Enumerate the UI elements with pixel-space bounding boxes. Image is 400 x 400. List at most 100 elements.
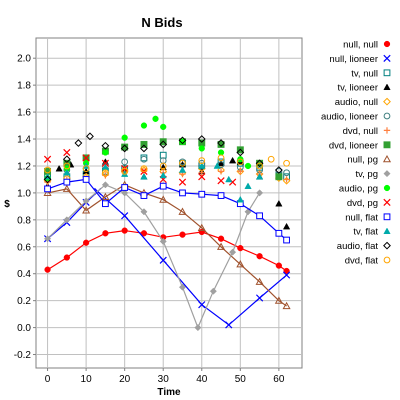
data-point xyxy=(179,138,186,145)
x-tick-label: 0 xyxy=(45,374,51,385)
data-point xyxy=(283,176,290,183)
data-point xyxy=(217,235,225,242)
legend-label: dvd, null xyxy=(343,126,378,137)
legend-label: tv, pg xyxy=(355,169,378,180)
series-9 xyxy=(44,181,264,332)
data-point xyxy=(159,182,167,190)
data-point xyxy=(198,169,205,176)
legend-label: dvd, lioneer xyxy=(329,140,378,151)
series-10 xyxy=(44,115,252,182)
legend-marker xyxy=(383,40,391,48)
data-point xyxy=(44,185,51,193)
axis-ticks: 0 10 20 30 40 50 60 -0.2 0.0 0.2 0.4 0.6 0.8 1.0 1.2 1.… xyxy=(14,54,285,385)
data-point xyxy=(216,242,226,250)
data-point xyxy=(159,140,168,149)
legend: null, null null, lioneer tv, null tv, lione… xyxy=(321,40,392,267)
y-tick-label: 1.2 xyxy=(17,161,31,172)
data-point xyxy=(101,159,110,167)
data-point xyxy=(102,169,109,177)
legend-marker xyxy=(383,184,391,192)
data-point xyxy=(275,229,283,237)
data-point xyxy=(275,199,283,207)
legend-marker xyxy=(383,213,391,221)
series-line xyxy=(47,184,287,307)
series-13 xyxy=(43,162,264,203)
legend-item: audio, lioneer xyxy=(321,112,391,123)
data-point xyxy=(275,262,282,269)
legend-item: tv, null xyxy=(351,68,391,79)
legend-marker xyxy=(383,112,391,120)
data-point xyxy=(121,158,129,166)
y-axis-label: $ xyxy=(4,199,10,210)
data-point xyxy=(86,132,94,141)
data-point xyxy=(198,173,206,181)
data-point xyxy=(159,256,167,264)
data-point xyxy=(282,222,291,230)
legend-marker xyxy=(383,69,391,77)
data-point xyxy=(267,155,275,163)
y-tick-label: 0.2 xyxy=(17,296,31,307)
legend-marker xyxy=(383,97,391,106)
data-point xyxy=(225,321,233,329)
data-point xyxy=(82,239,90,246)
legend-item: tv, lioneer xyxy=(338,83,391,94)
legend-marker xyxy=(383,170,391,178)
legend-item: null, flat xyxy=(345,212,391,223)
series-15 xyxy=(44,154,290,177)
data-point xyxy=(274,296,283,304)
data-point xyxy=(179,189,186,197)
legend-label: tv, lioneer xyxy=(338,83,378,94)
data-point xyxy=(140,122,148,129)
data-point xyxy=(140,192,148,199)
x-tick-label: 30 xyxy=(158,374,170,385)
data-point xyxy=(275,173,283,181)
legend-label: audio, flat xyxy=(337,241,379,252)
data-point xyxy=(101,141,110,150)
data-point xyxy=(217,154,225,162)
legend-label: dvd, pg xyxy=(347,198,378,209)
chart-title: N Bids xyxy=(141,15,182,30)
data-point xyxy=(178,207,187,215)
data-point xyxy=(140,140,148,148)
data-point xyxy=(140,144,148,153)
legend-label: dvd, flat xyxy=(345,256,379,267)
data-point xyxy=(102,200,109,208)
x-tick-label: 60 xyxy=(273,374,285,385)
data-point xyxy=(159,195,168,203)
legend-label: audio, null xyxy=(335,97,378,108)
legend-marker xyxy=(383,127,391,134)
data-point xyxy=(159,237,167,245)
data-point xyxy=(121,167,129,175)
data-point xyxy=(160,123,167,131)
data-point xyxy=(82,197,90,205)
data-point xyxy=(44,166,51,174)
data-point xyxy=(152,115,159,122)
y-tick-label: 1.0 xyxy=(17,188,31,199)
data-point xyxy=(228,156,237,164)
data-point xyxy=(236,195,244,203)
data-point xyxy=(63,148,71,157)
data-point xyxy=(178,283,187,291)
legend-label: tv, null xyxy=(351,68,378,79)
legend-label: null, pg xyxy=(347,155,378,166)
data-point xyxy=(178,178,187,186)
data-point xyxy=(44,266,51,273)
legend-label: tv, flat xyxy=(353,227,378,238)
data-point xyxy=(197,223,206,231)
data-point xyxy=(121,212,129,220)
data-point xyxy=(283,267,290,275)
data-point xyxy=(74,139,83,147)
data-point xyxy=(236,148,245,157)
data-point xyxy=(198,301,206,309)
y-tick-label: 0.8 xyxy=(17,215,31,226)
data-point xyxy=(140,155,148,163)
data-point xyxy=(121,189,129,197)
data-point xyxy=(198,157,206,164)
data-point xyxy=(102,149,109,156)
data-point xyxy=(217,192,225,199)
legend-marker xyxy=(383,256,391,264)
legend-item: null, lioneer xyxy=(329,54,391,65)
data-point xyxy=(237,168,244,175)
data-point xyxy=(63,162,71,170)
x-axis-label: Time xyxy=(157,387,181,398)
